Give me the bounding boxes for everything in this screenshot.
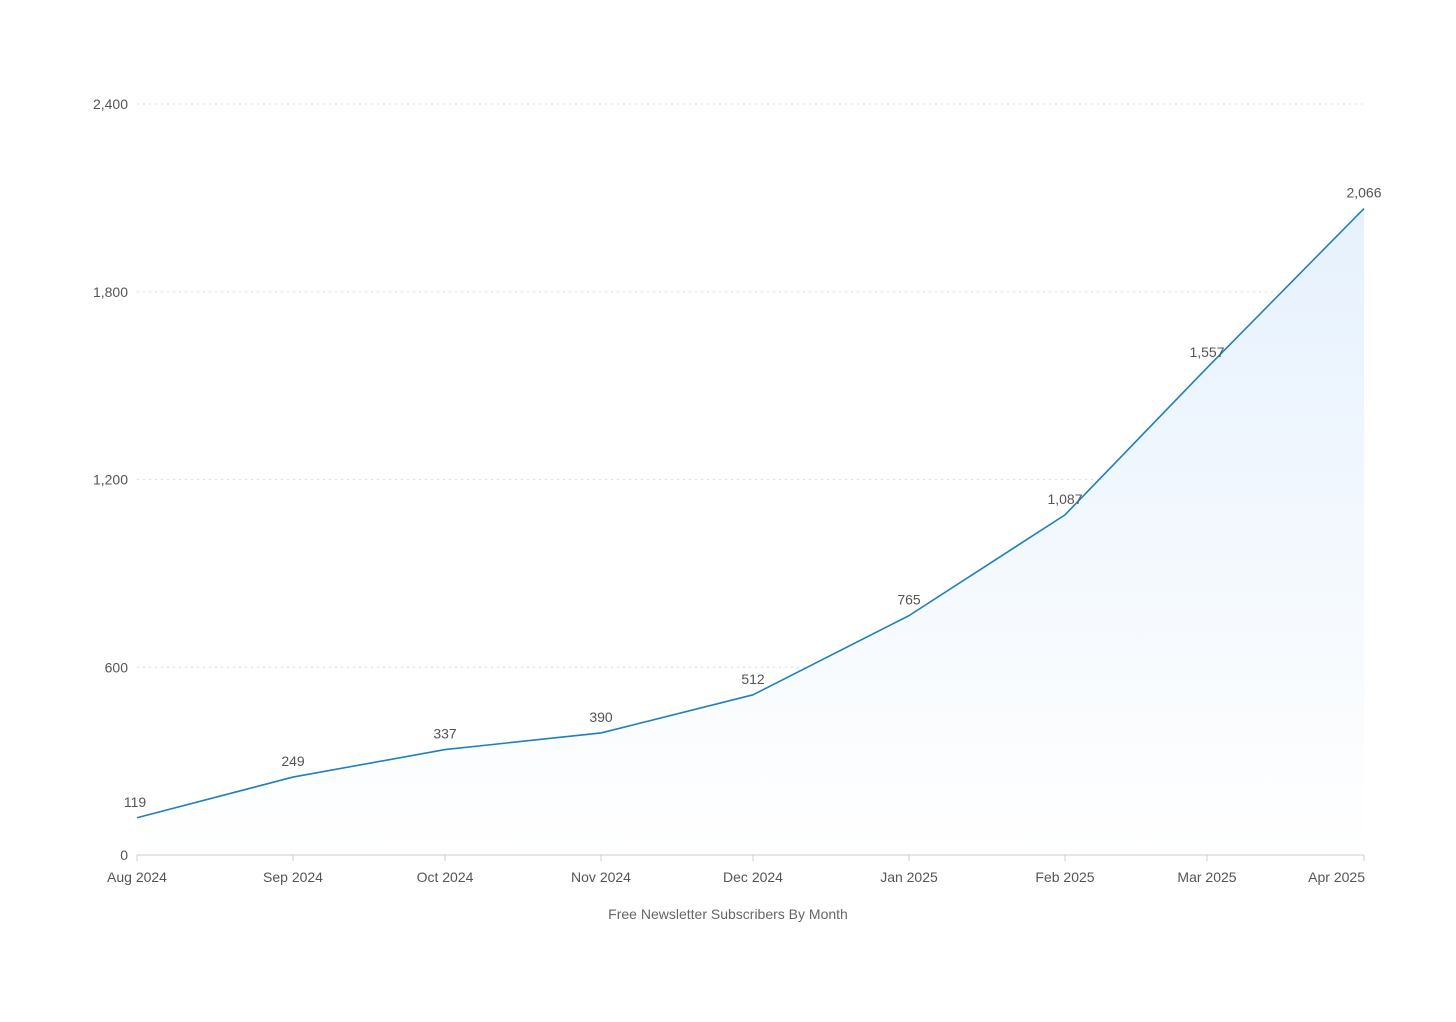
data-label: 765 bbox=[897, 592, 921, 608]
data-label: 512 bbox=[741, 671, 765, 687]
y-tick-label: 1,200 bbox=[93, 472, 128, 488]
x-tick-label: Mar 2025 bbox=[1177, 869, 1236, 885]
x-tick-label: Jan 2025 bbox=[880, 869, 938, 885]
x-tick-label: Apr 2025 bbox=[1308, 869, 1365, 885]
y-tick-label: 600 bbox=[105, 659, 129, 675]
x-tick-label: Feb 2025 bbox=[1035, 869, 1094, 885]
data-label: 390 bbox=[589, 709, 613, 725]
series-line-layer bbox=[136, 207, 1365, 819]
x-axis-ticks: Aug 2024 Sep 2024 Oct 2024 Nov 2024 Dec 2024… bbox=[107, 869, 1365, 885]
area-fill-layer bbox=[137, 208, 1364, 855]
x-tick-label: Aug 2024 bbox=[107, 869, 167, 885]
x-tick-label: Nov 2024 bbox=[571, 869, 631, 885]
y-tick-label: 1,800 bbox=[93, 284, 128, 300]
data-labels: 119 249 337 390 512 765 1,087 1,557 2,066 bbox=[124, 185, 1382, 810]
y-tick-label: 0 bbox=[120, 847, 128, 863]
x-tick-label: Dec 2024 bbox=[723, 869, 783, 885]
data-label: 1,557 bbox=[1189, 344, 1224, 360]
series-area bbox=[137, 208, 1364, 855]
data-label: 249 bbox=[281, 753, 305, 769]
x-axis-title: Free Newsletter Subscribers By Month bbox=[608, 906, 848, 922]
x-axis bbox=[136, 854, 1365, 861]
y-axis-ticks: 0 600 1,200 1,800 2,400 bbox=[93, 96, 128, 863]
gridlines bbox=[137, 103, 1364, 668]
x-tick-label: Oct 2024 bbox=[417, 869, 474, 885]
data-label: 1,087 bbox=[1047, 491, 1082, 507]
x-tick-label: Sep 2024 bbox=[263, 869, 323, 885]
data-label: 2,066 bbox=[1346, 185, 1381, 201]
data-label: 337 bbox=[433, 726, 457, 742]
series-line bbox=[136, 207, 1365, 819]
y-tick-label: 2,400 bbox=[93, 96, 128, 112]
data-label: 119 bbox=[124, 794, 147, 810]
